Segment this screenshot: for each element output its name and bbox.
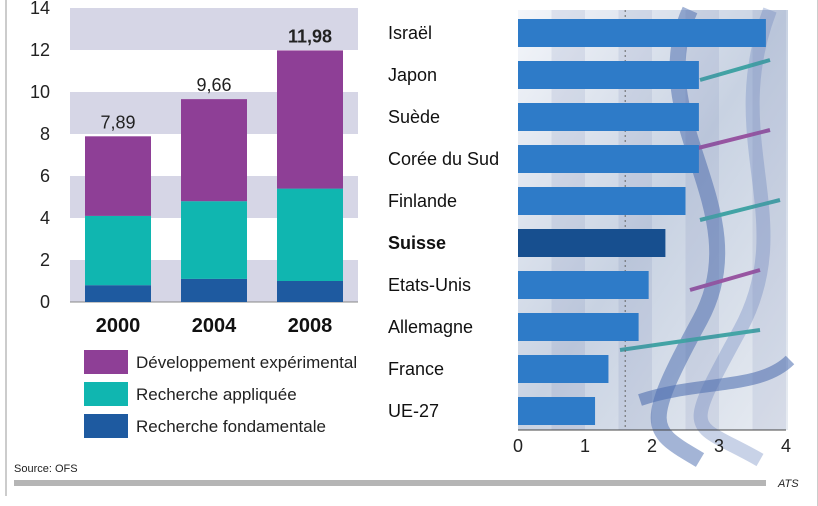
x-tick-label: 2000 bbox=[96, 315, 141, 337]
country-label: UE-27 bbox=[388, 401, 439, 421]
x-tick-label: 4 bbox=[781, 436, 791, 456]
x-grid-band bbox=[752, 10, 786, 430]
country-bar bbox=[518, 313, 639, 341]
x-tick-label: 3 bbox=[714, 436, 724, 456]
stacked-bar-chart: 0 2 4 6 8 10 12 14 7,89 9,66 11,98 2000 2004 2008 D… bbox=[30, 0, 358, 438]
legend-swatch bbox=[84, 414, 128, 438]
total-label: 9,66 bbox=[196, 75, 231, 95]
country-bar bbox=[518, 103, 699, 131]
dna-helix-decoration bbox=[619, 6, 795, 467]
x-tick-label: 0 bbox=[513, 436, 523, 456]
bar-total-labels: 7,89 9,66 11,98 bbox=[100, 26, 332, 132]
y-tick-label: 6 bbox=[40, 166, 50, 186]
footer-bar bbox=[14, 480, 766, 486]
y-tick-label: 14 bbox=[30, 0, 50, 18]
y-tick-label: 12 bbox=[30, 40, 50, 60]
total-label: 7,89 bbox=[100, 112, 135, 132]
y-tick-label: 8 bbox=[40, 124, 50, 144]
legend-swatch bbox=[84, 350, 128, 374]
x-tick-label: 2 bbox=[647, 436, 657, 456]
country-label: Allemagne bbox=[388, 317, 473, 337]
country-label: France bbox=[388, 359, 444, 379]
y-axis-ticks: 0 2 4 6 8 10 12 14 bbox=[30, 0, 50, 312]
legend: Développement expérimental Recherche appl… bbox=[84, 350, 357, 438]
legend-label: Développement expérimental bbox=[136, 353, 357, 372]
country-label: Israël bbox=[388, 23, 432, 43]
x-tick-label: 1 bbox=[580, 436, 590, 456]
total-label: 11,98 bbox=[288, 26, 332, 46]
country-label: Suède bbox=[388, 107, 440, 127]
legend-label: Recherche fondamentale bbox=[136, 417, 326, 436]
bar-segment bbox=[277, 50, 343, 189]
horizontal-bar-chart: Israël Japon Suède Corée du Sud Finlande Suis… bbox=[388, 6, 795, 467]
bar-segment bbox=[277, 281, 343, 302]
country-bar bbox=[518, 271, 649, 299]
x-tick-label: 2004 bbox=[192, 315, 237, 337]
bar-segment bbox=[85, 136, 151, 216]
source-note: Source: OFS bbox=[14, 463, 78, 475]
country-bar bbox=[518, 19, 766, 47]
bar-segment bbox=[181, 201, 247, 279]
y-tick-label: 0 bbox=[40, 292, 50, 312]
country-bar bbox=[518, 145, 699, 173]
country-bar bbox=[518, 229, 666, 257]
bar-segment bbox=[181, 278, 247, 302]
agency-credit: ATS bbox=[777, 478, 799, 490]
x-axis-ticks: 2000 2004 2008 bbox=[96, 315, 333, 337]
x-axis-ticks: 0 1 2 3 4 bbox=[513, 436, 791, 456]
x-tick-label: 2008 bbox=[288, 315, 333, 337]
bar-segment bbox=[277, 188, 343, 281]
y-tick-label: 4 bbox=[40, 208, 50, 228]
y-tick-label: 10 bbox=[30, 82, 50, 102]
country-label: Japon bbox=[388, 65, 437, 85]
legend-label: Recherche appliquée bbox=[136, 385, 297, 404]
country-bar bbox=[518, 61, 699, 89]
country-label: Etats-Unis bbox=[388, 275, 471, 295]
bar-segment bbox=[85, 285, 151, 302]
country-bar bbox=[518, 355, 609, 383]
country-labels: Israël Japon Suède Corée du Sud Finlande Suis… bbox=[388, 23, 499, 421]
country-bar bbox=[518, 187, 686, 215]
y-tick-label: 2 bbox=[40, 250, 50, 270]
bar-segment bbox=[181, 99, 247, 202]
country-bar bbox=[518, 397, 596, 425]
country-label: Suisse bbox=[388, 233, 446, 253]
legend-swatch bbox=[84, 382, 128, 406]
stacked-bars bbox=[85, 50, 343, 302]
country-label: Corée du Sud bbox=[388, 149, 499, 169]
gridline-band bbox=[70, 8, 358, 50]
country-label: Finlande bbox=[388, 191, 457, 211]
country-bars bbox=[518, 19, 766, 425]
bar-segment bbox=[85, 215, 151, 286]
